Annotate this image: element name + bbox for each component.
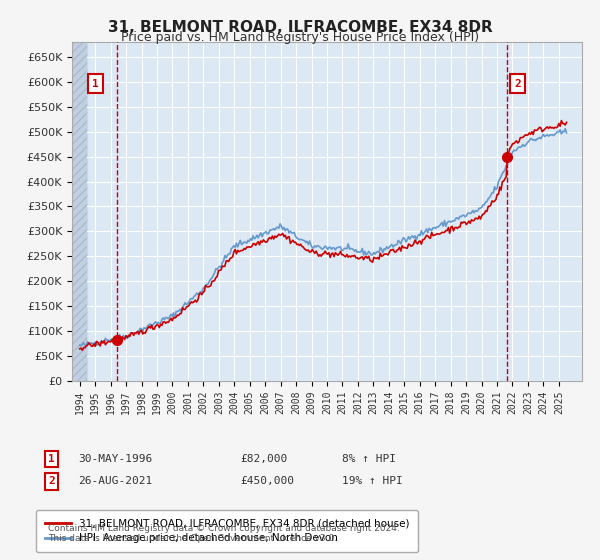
Text: 1: 1 [92, 79, 99, 89]
Text: £450,000: £450,000 [240, 477, 294, 487]
Text: Price paid vs. HM Land Registry's House Price Index (HPI): Price paid vs. HM Land Registry's House … [121, 31, 479, 44]
Text: 31, BELMONT ROAD, ILFRACOMBE, EX34 8DR: 31, BELMONT ROAD, ILFRACOMBE, EX34 8DR [107, 20, 493, 35]
Text: 19% ↑ HPI: 19% ↑ HPI [342, 477, 403, 487]
Text: 2: 2 [48, 477, 55, 487]
Text: 26-AUG-2021: 26-AUG-2021 [78, 477, 152, 487]
Text: 1: 1 [48, 454, 55, 464]
Legend: 31, BELMONT ROAD, ILFRACOMBE, EX34 8DR (detached house), HPI: Average price, det: 31, BELMONT ROAD, ILFRACOMBE, EX34 8DR (… [37, 510, 418, 552]
Text: 2: 2 [514, 79, 521, 89]
Bar [72, 42, 88, 381]
Bar [72, 42, 88, 381]
Text: 8% ↑ HPI: 8% ↑ HPI [342, 454, 396, 464]
Text: Contains HM Land Registry data © Crown copyright and database right 2024.
This d: Contains HM Land Registry data © Crown c… [48, 524, 400, 543]
Text: £82,000: £82,000 [240, 454, 287, 464]
Text: 30-MAY-1996: 30-MAY-1996 [78, 454, 152, 464]
